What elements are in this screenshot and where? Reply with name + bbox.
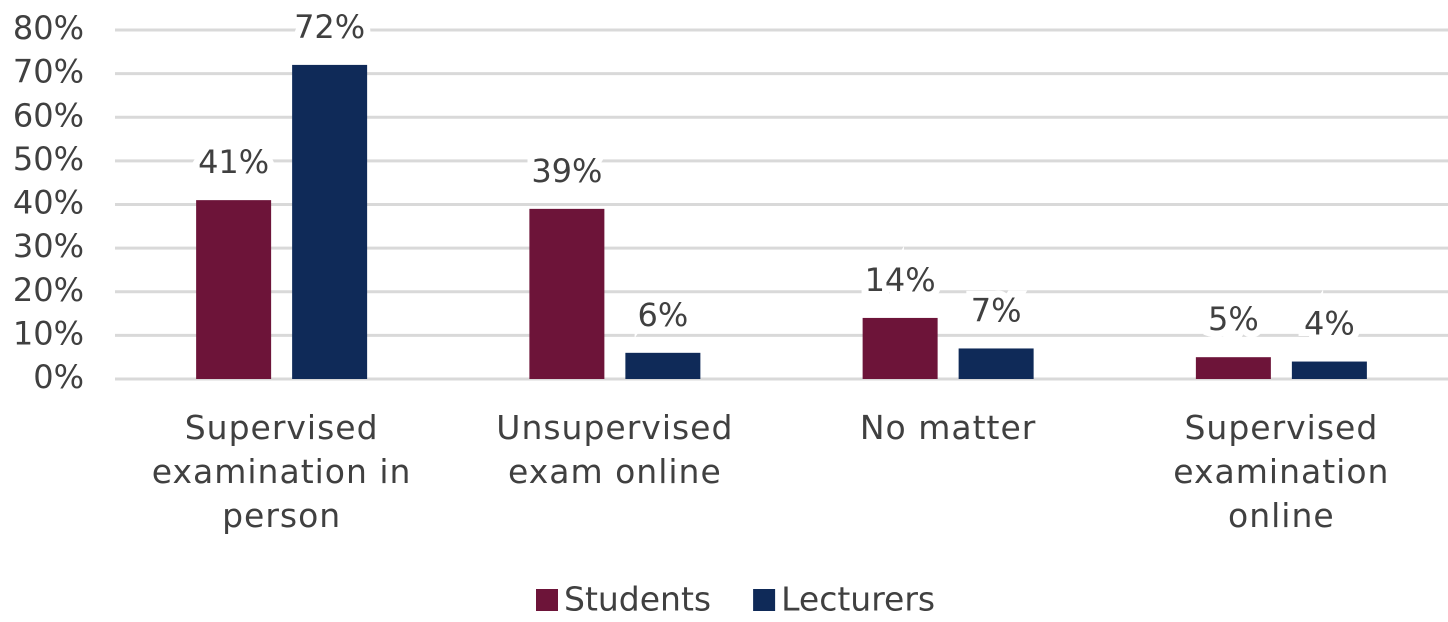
y-tick-label: 80% [13, 9, 84, 47]
data-label: 4% [1304, 305, 1355, 343]
bar [1291, 361, 1367, 379]
y-tick-label: 70% [13, 53, 84, 91]
data-label: 5% [1208, 300, 1259, 338]
data-label: 41% [198, 143, 269, 181]
bar [1195, 357, 1271, 379]
y-tick-label: 30% [13, 227, 84, 265]
y-tick-label: 40% [13, 184, 84, 222]
x-tick-label: No matter [859, 408, 1037, 447]
y-tick-label: 20% [13, 271, 84, 309]
x-tick-label: Supervised examination online [1173, 408, 1390, 535]
bar [529, 208, 605, 379]
bar [862, 317, 938, 379]
x-tick-label: Supervised examination in person [151, 408, 412, 535]
y-tick-label: 10% [13, 314, 84, 352]
bar [625, 352, 701, 379]
bar [958, 348, 1034, 379]
legend-label: Students [564, 580, 711, 619]
data-label: 6% [637, 296, 688, 334]
y-tick-label: 50% [13, 140, 84, 178]
data-label: 72% [294, 8, 365, 46]
y-tick-label: 0% [33, 358, 84, 396]
bar [292, 64, 368, 380]
y-tick-label: 60% [13, 96, 84, 134]
legend-swatch [536, 589, 558, 611]
bar [196, 200, 272, 379]
data-label: 7% [971, 291, 1022, 329]
x-tick-label: Unsupervised exam online [496, 408, 734, 491]
data-label: 39% [531, 152, 602, 190]
data-label: 14% [865, 261, 936, 299]
legend-label: Lecturers [781, 580, 935, 619]
legend-swatch [753, 589, 776, 611]
